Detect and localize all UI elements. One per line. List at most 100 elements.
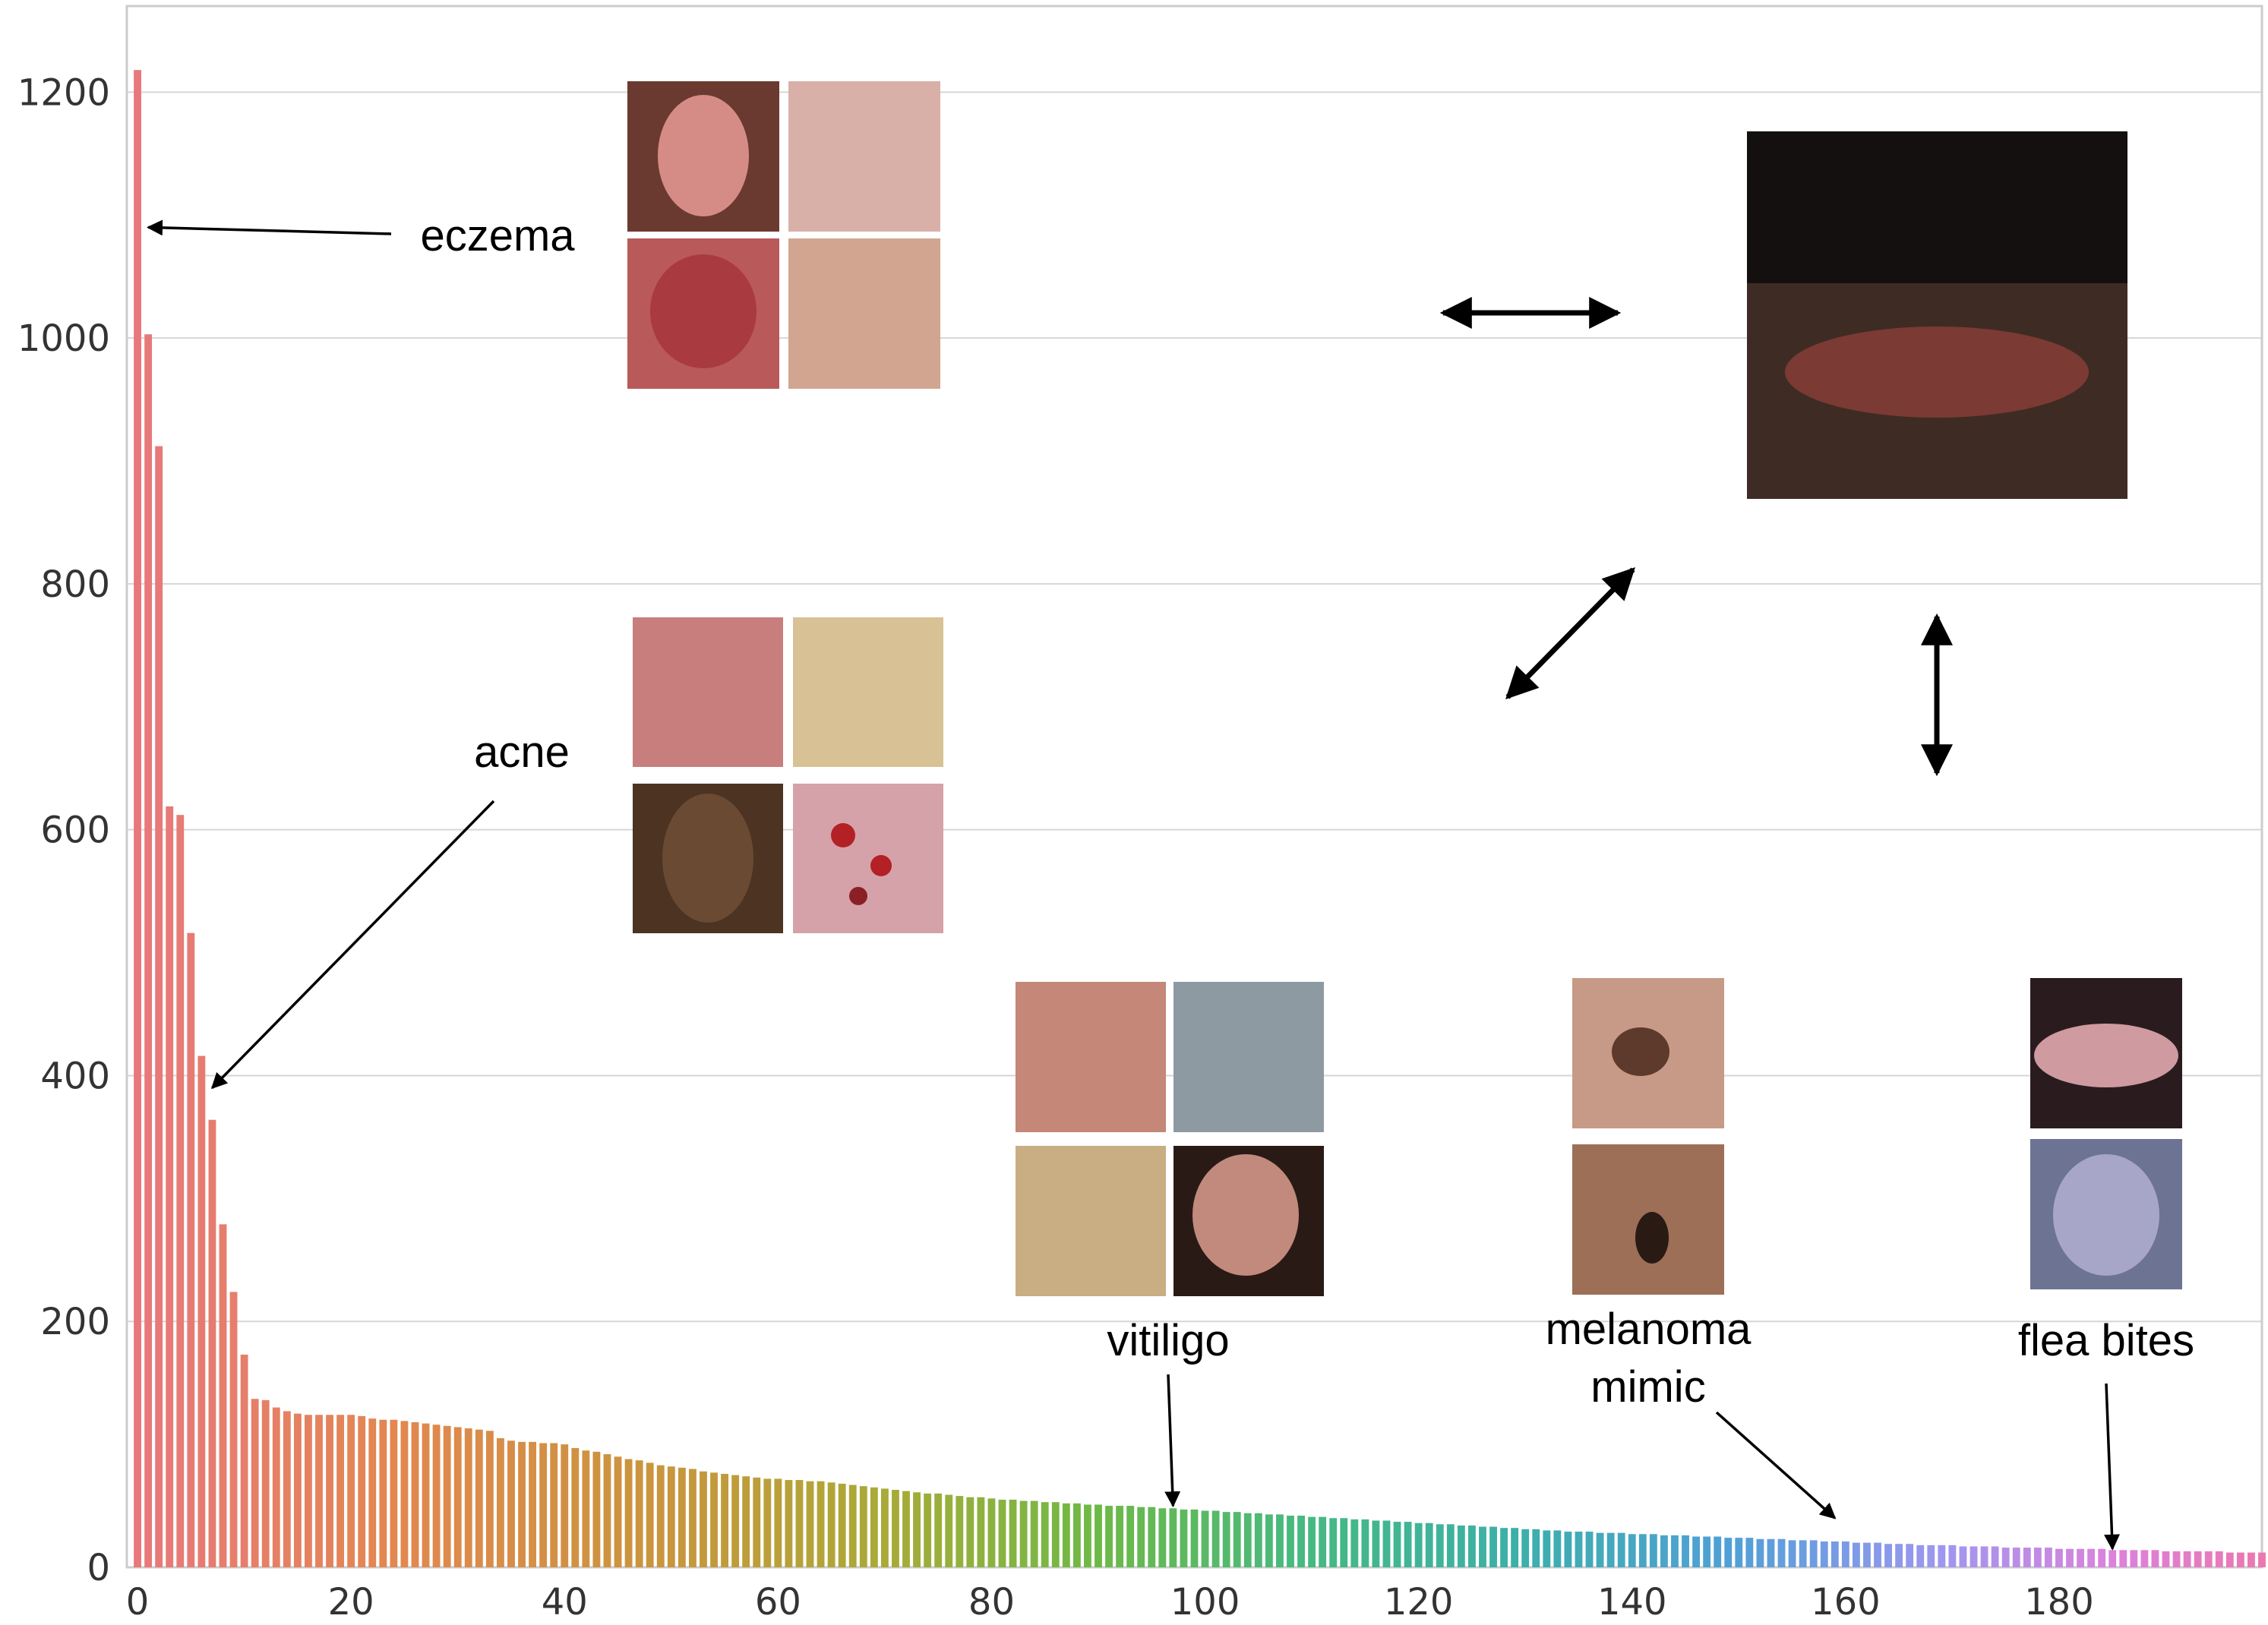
- bar-84: [1030, 1500, 1038, 1567]
- bar-153: [1767, 1538, 1775, 1567]
- bar-158: [1820, 1541, 1828, 1567]
- bar-69: [870, 1487, 878, 1567]
- bar-89: [1084, 1504, 1091, 1567]
- y-axis-ticks: 0 200 400 600 800 1000 1200: [17, 71, 110, 1589]
- bar-122: [1436, 1524, 1444, 1567]
- bar-174: [1991, 1546, 1999, 1567]
- bar-151: [1745, 1538, 1754, 1567]
- bar-125: [1468, 1525, 1476, 1567]
- bar-177: [2023, 1548, 2031, 1567]
- bar-28: [432, 1425, 441, 1567]
- x-tick-label-20: 20: [328, 1581, 374, 1623]
- bar-series: [134, 70, 2266, 1568]
- bar-131: [1532, 1529, 1540, 1567]
- bar-162: [1863, 1542, 1871, 1567]
- bar-115: [1361, 1519, 1369, 1567]
- bar-154: [1777, 1538, 1786, 1567]
- bar-30: [453, 1427, 462, 1567]
- bar-184: [2098, 1548, 2106, 1567]
- bar-17: [315, 1415, 323, 1567]
- x-tick-label-120: 120: [1384, 1581, 1454, 1623]
- bar-196: [2225, 1552, 2234, 1567]
- bar-1: [144, 334, 153, 1568]
- bar-97: [1169, 1508, 1177, 1567]
- bar-180: [2055, 1548, 2063, 1567]
- bar-128: [1500, 1528, 1508, 1567]
- bar-113: [1340, 1518, 1348, 1567]
- bar-21: [358, 1415, 366, 1567]
- bar-150: [1735, 1538, 1743, 1567]
- bar-74: [924, 1493, 932, 1567]
- bar-192: [2183, 1551, 2191, 1567]
- bar-152: [1756, 1538, 1764, 1567]
- bar-67: [848, 1485, 857, 1567]
- melanoma-mimic-image-group: [1572, 978, 1724, 1295]
- bar-16: [305, 1415, 312, 1567]
- bar-94: [1137, 1507, 1145, 1567]
- x-tick-label-80: 80: [968, 1581, 1015, 1623]
- bar-40: [561, 1444, 569, 1567]
- bar-9: [229, 1292, 238, 1567]
- bar-44: [603, 1454, 611, 1567]
- bar-188: [2140, 1550, 2149, 1567]
- bar-170: [1948, 1545, 1957, 1567]
- bar-52: [688, 1469, 697, 1567]
- eczema-label: eczema: [420, 211, 575, 260]
- bar-45: [614, 1456, 622, 1567]
- bar-195: [2215, 1551, 2223, 1567]
- bar-108: [1287, 1516, 1294, 1567]
- bar-171: [1959, 1546, 1967, 1567]
- bar-68: [859, 1486, 867, 1567]
- bar-64: [817, 1481, 825, 1567]
- bar-191: [2172, 1551, 2181, 1567]
- bar-140: [1628, 1534, 1636, 1567]
- bar-27: [422, 1423, 430, 1567]
- bar-105: [1254, 1513, 1262, 1567]
- bar-11: [251, 1399, 259, 1567]
- bar-95: [1148, 1507, 1156, 1567]
- bar-136: [1585, 1532, 1594, 1567]
- bar-49: [656, 1465, 665, 1567]
- bar-61: [785, 1480, 793, 1567]
- x-axis-ticks: 0 20 40 60 80 100 120 140 160 180: [126, 1581, 2094, 1623]
- bar-63: [806, 1481, 814, 1567]
- bar-172: [1969, 1546, 1978, 1567]
- vitiligo-label: vitiligo: [1107, 1316, 1229, 1365]
- bar-37: [529, 1441, 537, 1567]
- bar-127: [1489, 1526, 1497, 1567]
- bar-114: [1350, 1519, 1359, 1567]
- bar-168: [1927, 1545, 1935, 1567]
- annotations: eczema acne vitiligo melanoma mimic flea bite…: [147, 211, 2194, 1551]
- bar-23: [379, 1419, 387, 1567]
- double-arrow-diagonal: [1505, 567, 1635, 699]
- bar-146: [1692, 1536, 1701, 1567]
- bar-19: [336, 1415, 345, 1567]
- bar-149: [1724, 1538, 1733, 1567]
- bar-0: [134, 70, 141, 1568]
- bar-18: [326, 1415, 333, 1567]
- bar-6: [197, 1055, 206, 1567]
- bar-144: [1671, 1535, 1679, 1567]
- bar-88: [1072, 1503, 1081, 1567]
- bar-79: [977, 1497, 985, 1567]
- bar-145: [1682, 1535, 1689, 1567]
- bar-198: [2247, 1552, 2255, 1567]
- bar-199: [2258, 1552, 2266, 1567]
- bar-82: [1009, 1499, 1017, 1567]
- bar-29: [443, 1425, 451, 1567]
- bar-55: [721, 1473, 728, 1567]
- bar-47: [635, 1460, 643, 1567]
- bar-22: [368, 1418, 377, 1567]
- bar-190: [2162, 1551, 2170, 1567]
- bar-119: [1404, 1522, 1412, 1567]
- bar-194: [2204, 1551, 2213, 1567]
- bar-2: [155, 446, 163, 1567]
- bar-179: [2044, 1548, 2052, 1567]
- bar-54: [710, 1472, 718, 1567]
- bar-53: [700, 1471, 707, 1567]
- bar-41: [571, 1447, 580, 1567]
- bar-46: [624, 1459, 633, 1567]
- bar-132: [1543, 1530, 1551, 1567]
- bar-181: [2066, 1548, 2074, 1567]
